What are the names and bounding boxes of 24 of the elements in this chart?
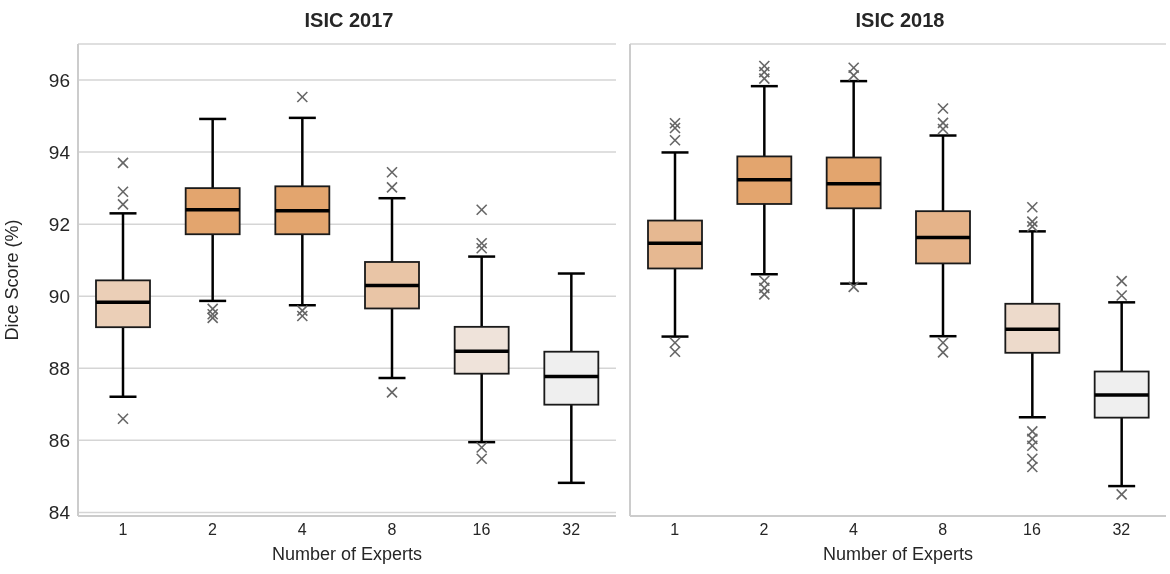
y-tick-label: 96	[48, 69, 70, 91]
x-axis-title: Number of Experts	[271, 544, 423, 564]
x-tick-label: 16	[472, 521, 491, 539]
x-axis-title: Number of Experts	[822, 544, 974, 564]
chart-title: ISIC 2017	[303, 8, 395, 33]
y-tick-label: 92	[48, 213, 70, 235]
y-tick-label: 84	[48, 502, 71, 524]
y-axis-title: Dice Score (%)	[2, 219, 23, 341]
y-tick-label: 94	[48, 141, 71, 163]
y-tick-label: 86	[48, 430, 70, 452]
x-tick-label: 1	[118, 521, 128, 539]
x-tick-label: 2	[208, 521, 218, 539]
x-tick-label: 32	[1112, 521, 1131, 539]
y-tick-label: 90	[48, 285, 70, 307]
x-tick-label: 16	[1023, 521, 1041, 539]
y-tick-label: 88	[48, 358, 70, 380]
chart-title: ISIC 2018	[854, 8, 946, 33]
x-tick-label: 4	[297, 521, 307, 539]
x-tick-label: 8	[938, 521, 948, 539]
x-tick-label: 2	[759, 521, 769, 539]
x-tick-label: 8	[387, 521, 397, 539]
x-tick-label: 32	[562, 521, 581, 539]
x-tick-label: 4	[848, 521, 858, 539]
x-tick-label: 1	[670, 521, 680, 539]
